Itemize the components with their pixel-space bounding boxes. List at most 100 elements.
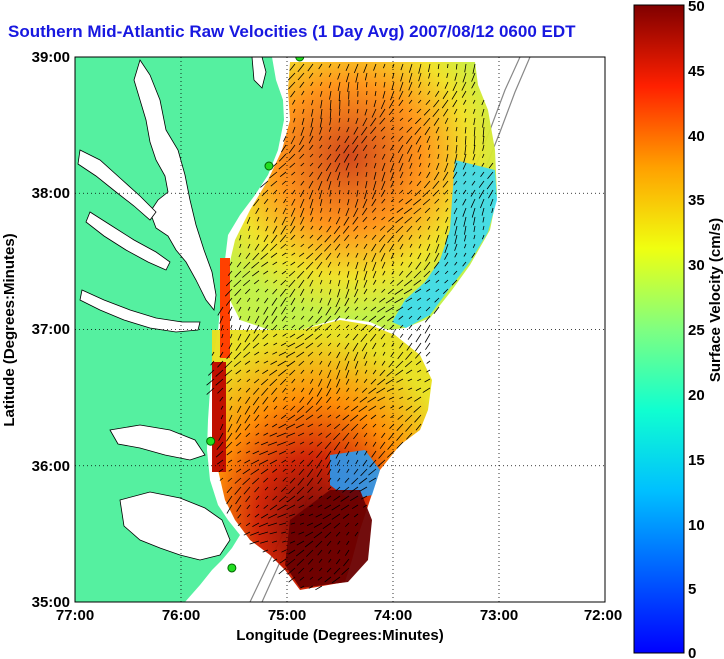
velocity-vector (226, 378, 233, 385)
velocity-vector (296, 333, 305, 340)
velocity-vector (342, 432, 350, 441)
velocity-vector (454, 252, 458, 258)
velocity-vector (300, 225, 305, 232)
velocity-vector (297, 432, 305, 437)
velocity-vector (446, 126, 449, 132)
velocity-vector (371, 450, 377, 458)
velocity-vector (464, 243, 467, 249)
velocity-vector (309, 504, 314, 508)
velocity-vector (464, 234, 467, 242)
velocity-vector (404, 360, 413, 368)
velocity-vector (338, 198, 341, 204)
velocity-vector (353, 432, 359, 440)
velocity-vector (372, 423, 377, 428)
x-tick-label: 73:00 (480, 607, 518, 624)
velocity-vector (424, 333, 431, 343)
velocity-vector (416, 180, 422, 187)
velocity-vector (346, 270, 350, 278)
velocity-vector (282, 540, 287, 543)
velocity-vector (237, 378, 242, 383)
velocity-vector (297, 63, 305, 73)
velocity-vector (262, 549, 269, 553)
velocity-vector (289, 63, 296, 71)
velocity-vector (273, 486, 278, 491)
velocity-vector (335, 450, 341, 459)
velocity-vector (319, 135, 323, 141)
velocity-vector (355, 162, 359, 169)
velocity-vector (337, 81, 341, 91)
velocity-vector (472, 162, 476, 168)
velocity-vector (454, 225, 458, 236)
velocity-vector (454, 243, 458, 251)
velocity-vector (396, 441, 404, 449)
velocity-vector (273, 333, 278, 338)
velocity-vector (455, 135, 458, 143)
velocity-vector (371, 135, 377, 142)
velocity-vector (324, 441, 332, 450)
velocity-vector (451, 90, 458, 100)
velocity-vector (399, 81, 404, 92)
velocity-vector (370, 378, 377, 385)
velocity-vector (481, 153, 485, 159)
velocity-vector (310, 117, 314, 128)
velocity-vector (342, 486, 350, 493)
velocity-vector (345, 522, 350, 527)
velocity-vector (396, 432, 404, 441)
velocity-vector (318, 378, 323, 387)
velocity-vector (416, 324, 422, 332)
velocity-vector (373, 162, 377, 169)
velocity-vector (278, 423, 287, 429)
velocity-vector (280, 279, 287, 286)
velocity-vector (286, 360, 296, 367)
velocity-vector (342, 225, 350, 234)
velocity-vector (227, 423, 233, 433)
velocity-vector (417, 225, 422, 231)
velocity-vector (373, 63, 377, 71)
velocity-vector (398, 135, 404, 142)
velocity-vector (346, 540, 350, 546)
velocity-vector (288, 576, 296, 583)
velocity-vector (336, 378, 341, 388)
velocity-vector (327, 261, 332, 268)
velocity-vector (414, 396, 422, 402)
velocity-vector (245, 396, 251, 404)
velocity-vector (309, 432, 314, 436)
velocity-vector (399, 324, 404, 329)
colorbar-tick-label: 30 (688, 257, 705, 274)
velocity-vector (369, 333, 377, 342)
velocity-vector (354, 387, 359, 392)
velocity-vector (277, 513, 287, 518)
velocity-vector (273, 477, 278, 482)
velocity-vector (333, 495, 341, 501)
velocity-vector (324, 531, 332, 539)
velocity-vector (347, 81, 350, 92)
velocity-vector (345, 63, 350, 72)
velocity-vector (244, 405, 251, 415)
velocity-vector (298, 468, 305, 476)
velocity-vector (235, 432, 242, 440)
velocity-vector (399, 342, 404, 349)
velocity-vector (320, 207, 323, 213)
velocity-vector (341, 567, 350, 575)
velocity-vector (354, 279, 359, 290)
velocity-vector (283, 198, 287, 204)
velocity-vector (290, 297, 296, 306)
velocity-vector (237, 459, 242, 463)
velocity-vector (349, 486, 359, 494)
velocity-vector (246, 504, 251, 510)
velocity-vector (253, 405, 260, 415)
velocity-vector (382, 342, 386, 348)
velocity-vector (270, 180, 278, 187)
velocity-vector (326, 405, 332, 410)
velocity-vector (292, 180, 296, 185)
velocity-vector (345, 324, 350, 329)
velocity-vector (390, 405, 395, 409)
velocity-vector (228, 387, 233, 392)
velocity-vector (236, 504, 242, 512)
velocity-vector (352, 342, 359, 352)
velocity-vector (373, 288, 377, 293)
velocity-vector (310, 216, 314, 223)
velocity-vector (320, 90, 323, 97)
velocity-vector (215, 378, 224, 386)
velocity-vector (298, 279, 305, 289)
